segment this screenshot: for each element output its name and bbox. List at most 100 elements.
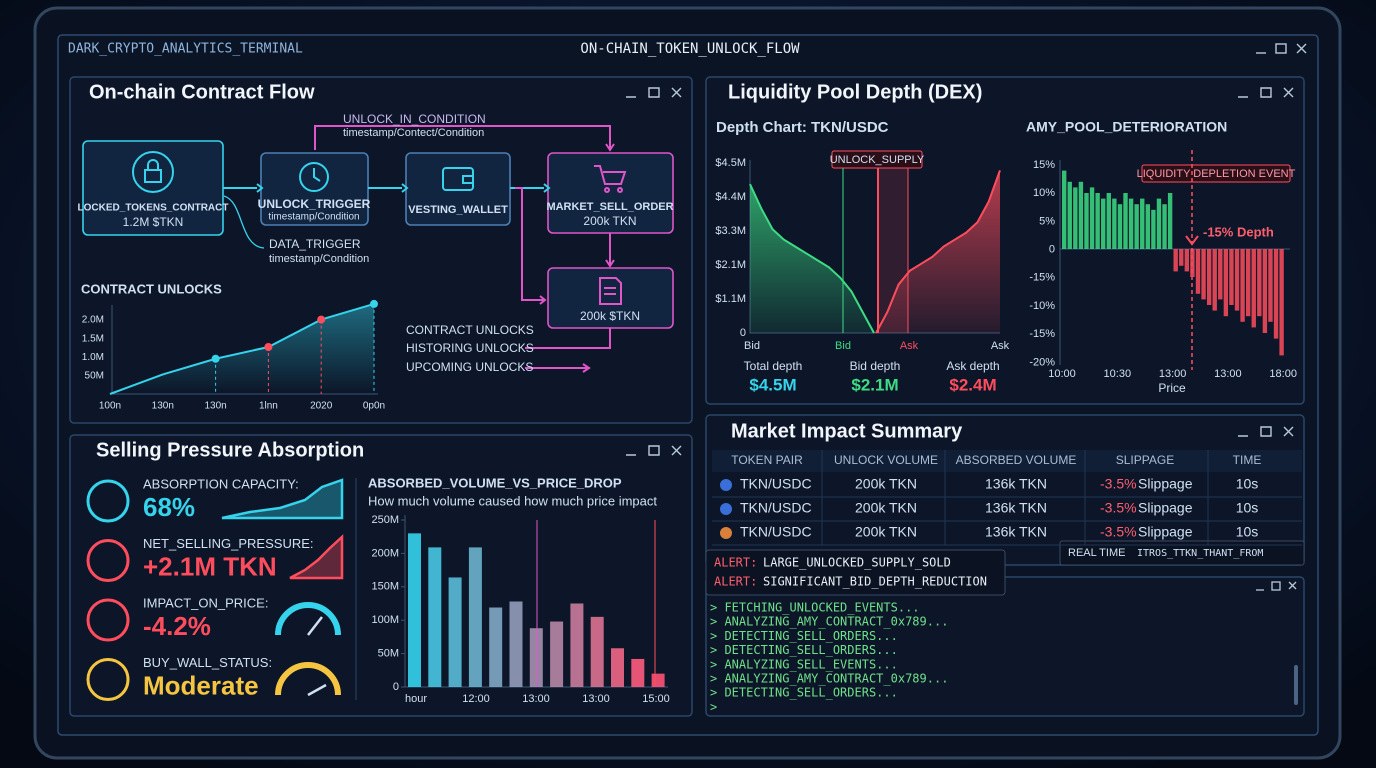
bar <box>1223 249 1229 317</box>
bar <box>1273 249 1279 339</box>
x-tick-label: Bid <box>835 340 851 352</box>
bar <box>590 616 604 687</box>
panel-title: On-chain Contract Flow <box>89 81 315 103</box>
bar <box>489 607 503 687</box>
chart-title: ABSORBED_VOLUME_VS_PRICE_DROP <box>368 475 622 490</box>
column-header: UNLOCK VOLUME <box>834 453 938 467</box>
console-line: > DETECTING_SELL_ORDERS... <box>710 686 898 700</box>
bar <box>468 547 482 687</box>
marker-label: -15% Depth <box>1203 224 1274 239</box>
x-tick-label: 13:00 <box>582 693 610 705</box>
bar <box>1078 181 1084 249</box>
node-detail: timestamp/Condition <box>268 212 359 223</box>
metric-label: ABSORPTION CAPACITY: <box>143 476 299 491</box>
legend-entry: UPCOMING UNLOCKS <box>406 360 533 374</box>
alert-level: ALERT: <box>714 575 757 589</box>
console-line: > DETECTING_SELL_ORDERS... <box>710 643 898 657</box>
cell: 200k TKN <box>855 524 917 540</box>
chart-title: Depth Chart: TKN/USDC <box>716 119 889 136</box>
stat-value: $4.5M <box>749 375 796 394</box>
window-controls[interactable] <box>1256 43 1307 54</box>
bar <box>1156 198 1162 249</box>
y-tick-label: 200M <box>371 547 399 559</box>
node-label: UNLOCK_TRIGGER <box>258 197 371 211</box>
event-arrow <box>1185 235 1199 246</box>
console-line: > FETCHING_UNLOCKED_EVENTS... <box>710 601 920 615</box>
console-controls[interactable] <box>1256 581 1297 591</box>
annotation: UNLOCK_SUPPLY <box>830 154 925 166</box>
cell: 136k TKN <box>985 500 1047 516</box>
bar <box>611 648 624 687</box>
point <box>370 299 378 308</box>
bar <box>1212 249 1217 311</box>
bar <box>1117 204 1123 249</box>
x-tick-label: Bid <box>744 340 760 352</box>
bar <box>1140 198 1145 249</box>
bar <box>1151 209 1156 249</box>
condition-detail: timestamp/Condition <box>269 253 369 265</box>
stat-label: Ask depth <box>946 359 999 373</box>
y-tick-label: 2.0M <box>82 315 104 326</box>
bar <box>1084 193 1089 249</box>
bar <box>448 577 462 687</box>
bar <box>1162 204 1167 249</box>
depth-line <box>875 170 1001 334</box>
bar <box>1095 193 1100 249</box>
stat-value: $2.1M <box>851 375 898 394</box>
panel-controls[interactable] <box>1238 87 1294 98</box>
x-tick-label: 10:30 <box>1104 368 1132 380</box>
bar <box>509 601 523 687</box>
y-tick-label: $4.4M <box>715 191 746 203</box>
panel-controls[interactable] <box>626 87 682 98</box>
y-tick-label: 15% <box>1033 159 1055 171</box>
node-label: MARKET_SELL_ORDER <box>546 201 673 213</box>
x-axis-title: Price <box>1158 381 1186 395</box>
table-footer[interactable] <box>1059 540 1305 566</box>
bar <box>1062 170 1067 249</box>
x-tick-label: 13:00 <box>1214 368 1242 380</box>
x-tick-label: 15:00 <box>642 693 670 705</box>
bar <box>1245 249 1251 317</box>
bar <box>428 547 442 687</box>
x-tick-label: 130n <box>152 401 174 412</box>
bar <box>1128 198 1134 249</box>
bar <box>529 628 543 687</box>
y-tick-label: $3.3M <box>715 225 746 237</box>
bar <box>1206 249 1212 305</box>
cell: Slippage <box>1138 476 1193 492</box>
token-icon <box>720 503 732 515</box>
bar <box>1101 198 1106 249</box>
cell: Slippage <box>1138 500 1193 516</box>
metric-icon <box>86 658 130 701</box>
x-tick-label: 18:00 <box>1269 368 1297 380</box>
chart-title: AMY_POOL_DETERIORATION <box>1026 119 1227 135</box>
cell: 200k TKN <box>855 500 917 516</box>
console-line: > ANALYZING_AMY_CONTRACT_0x789... <box>710 672 948 686</box>
y-tick-label: $1.1M <box>715 293 746 305</box>
y-tick-label: 50M <box>378 648 399 660</box>
panel-controls[interactable] <box>626 445 682 456</box>
app-name: DARK_CRYPTO_ANALYTICS_TERMINAL <box>68 42 303 57</box>
cell: 200k TKN <box>855 476 917 492</box>
cell: 10s <box>1236 476 1259 492</box>
footer-text: ITROS_TTKN_THANT_FROM <box>1137 548 1263 559</box>
bar <box>1218 249 1223 300</box>
footer-text: REAL TIME <box>1068 547 1125 559</box>
bar <box>1073 187 1078 249</box>
bar <box>1179 249 1184 266</box>
y-tick-label: $2.1M <box>715 259 746 271</box>
bar <box>1229 249 1234 305</box>
y-tick-label: 5% <box>1039 215 1055 227</box>
y-tick-label: -15% <box>1029 328 1055 340</box>
panel-title: Market Impact Summary <box>731 420 963 442</box>
bar <box>1145 204 1150 249</box>
x-tick-label: 130n <box>204 401 226 412</box>
y-tick-label: 0 <box>393 681 399 693</box>
panel-controls[interactable] <box>1238 426 1294 437</box>
scrollbar <box>1294 665 1298 705</box>
node-label: VESTING_WALLET <box>408 204 508 216</box>
condition-label: UNLOCK_IN_CONDITION <box>343 112 486 126</box>
cell: TKN/USDC <box>740 524 812 540</box>
metric-icon <box>86 539 130 582</box>
legend-entry: HISTORING UNLOCKS <box>406 341 534 355</box>
